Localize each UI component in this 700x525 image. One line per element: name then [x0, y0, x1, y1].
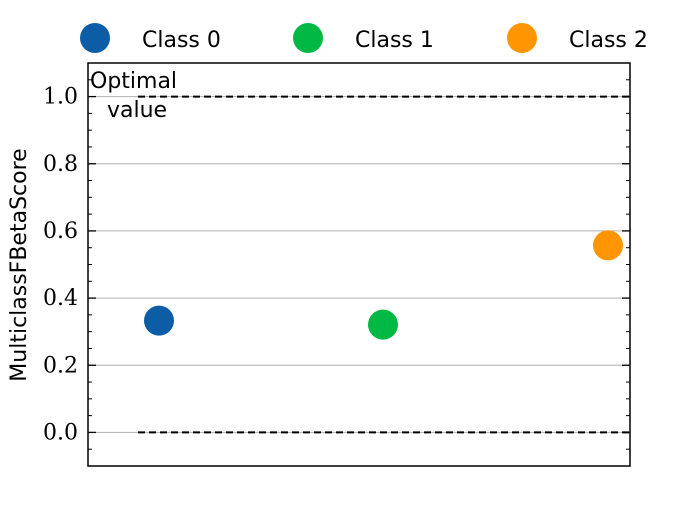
- legend-marker-class-2: [507, 23, 537, 53]
- legend-label: Class 2: [569, 28, 648, 53]
- y-tick-label: 1.0: [43, 85, 78, 110]
- y-axis-label: MulticlassFBetaScore: [7, 148, 32, 381]
- data-point-class-0: [144, 305, 174, 336]
- legend-marker-class-0: [80, 23, 110, 53]
- y-tick-label: 0.4: [43, 286, 78, 311]
- legend-marker-class-1: [293, 23, 323, 53]
- data-point-class-1: [368, 309, 398, 340]
- y-tick-label: 0.8: [43, 152, 78, 177]
- y-tick-label: 0.2: [43, 353, 78, 378]
- y-axis-ticks: 0.0 0.2 0.4 0.6 0.8 1.0: [43, 62, 630, 467]
- legend: Class 0 Class 1 Class 2: [80, 23, 648, 53]
- reference-lines: [138, 95, 630, 434]
- gridlines: [88, 96, 630, 433]
- plot-area-frame: [87, 62, 631, 467]
- y-tick-label: 0.6: [43, 219, 78, 244]
- annotation-line-2: value: [107, 98, 167, 123]
- legend-label: Class 0: [142, 28, 221, 53]
- y-tick-label: 0.0: [43, 420, 78, 445]
- data-points: [144, 230, 623, 340]
- data-point-class-2: [593, 230, 623, 261]
- legend-label: Class 1: [355, 28, 434, 53]
- annotation-line-1: Optimal: [90, 69, 177, 94]
